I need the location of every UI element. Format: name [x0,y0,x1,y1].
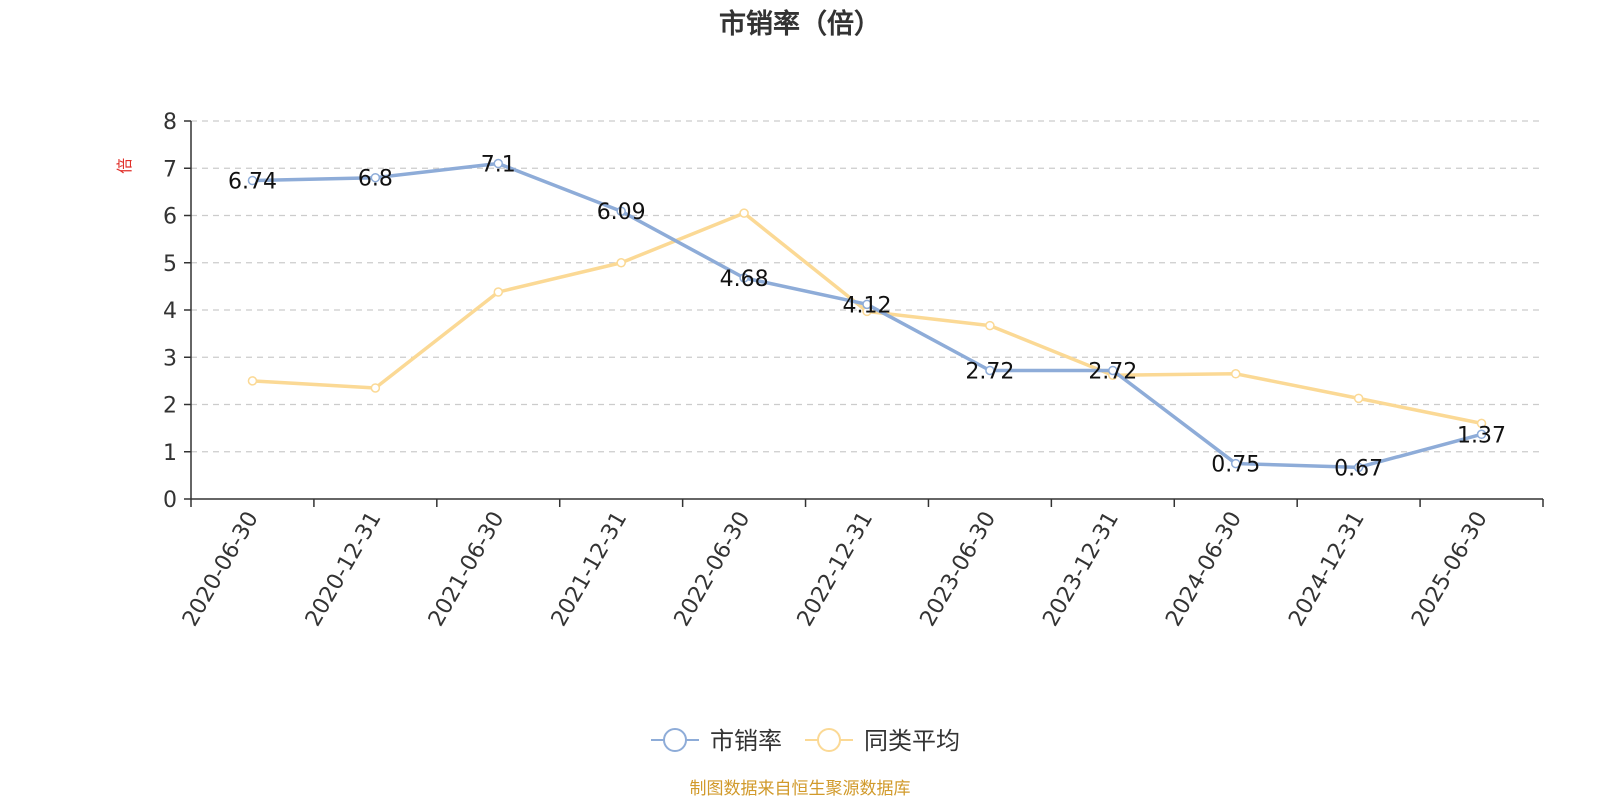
y-tick-label: 4 [163,299,177,324]
y-tick-label: 2 [163,394,177,419]
data-point[interactable] [739,208,749,218]
y-tick-label: 0 [163,488,177,513]
data-label: 2.72 [1088,359,1137,384]
y-tick-label: 3 [163,346,177,371]
data-point[interactable] [1353,462,1364,473]
data-point[interactable] [247,175,258,186]
data-label: 6.74 [228,170,277,195]
data-point[interactable] [1108,365,1118,376]
data-point[interactable] [862,299,872,310]
data-point[interactable] [739,273,749,283]
data-point[interactable] [370,383,381,393]
data-point[interactable] [493,158,504,169]
data-label: 4.12 [843,293,892,318]
series-layer [247,158,1487,473]
y-tick-label: 7 [163,157,177,182]
x-tick-label: 2024-12-31 [1284,508,1370,631]
y-tick-label: 1 [163,441,177,466]
data-point[interactable] [616,206,626,216]
data-label: 4.68 [720,267,769,292]
legend-label: 同类平均 [864,727,960,755]
data-labels: 6.74 6.8 7.1 6.09 4.68 4.12 2.72 2.72 0.75 0.67 1.… [228,153,1506,482]
y-tick-label: 5 [163,252,177,277]
data-label: 1.37 [1457,423,1506,448]
x-tick-label: 2023-06-30 [916,508,1002,631]
legend-item-1[interactable]: 同类平均 [805,727,960,755]
legend-label: 市销率 [710,727,782,755]
data-label: 0.67 [1334,456,1383,481]
y-tick-label: 8 [163,110,177,135]
data-point[interactable] [985,320,995,331]
data-label: 6.8 [358,167,393,192]
data-point[interactable] [616,258,626,268]
data-label: 0.75 [1211,453,1260,478]
x-tick-label: 2021-12-31 [547,508,633,631]
x-tick-label: 2025-06-30 [1407,508,1493,631]
data-point[interactable] [247,376,258,386]
x-tick-label: 2021-06-30 [424,508,510,631]
x-tick-label: 2022-06-30 [670,508,756,631]
data-point[interactable] [1353,393,1364,404]
data-label: 7.1 [481,153,516,178]
legend-marker [663,728,687,752]
y-axis-label: 倍 [115,158,134,174]
data-label: 2.72 [965,359,1014,384]
data-point[interactable] [493,287,504,297]
x-tick-label: 2020-06-30 [178,508,264,631]
data-point[interactable] [370,172,381,183]
x-tick-label: 2023-12-31 [1038,508,1124,631]
legend[interactable]: 市销率 同类平均 [651,727,960,755]
data-point[interactable] [1230,369,1241,379]
data-point[interactable] [1476,429,1487,440]
y-tick-label: 6 [163,205,177,230]
legend-item-0[interactable]: 市销率 [651,727,782,755]
x-tick-label: 2024-06-30 [1161,508,1247,631]
data-label: 6.09 [597,200,646,225]
legend-marker [817,728,841,752]
source-note: 制图数据来自恒生聚源数据库 [690,779,911,799]
grid-lines [191,120,1543,453]
data-point[interactable] [1230,458,1241,469]
data-point[interactable] [1476,418,1487,429]
x-tick-label: 2020-12-31 [301,508,387,631]
data-point[interactable] [985,365,995,376]
chart-title: 市销率（倍） [719,8,881,40]
x-tick-label: 2022-12-31 [793,508,879,631]
